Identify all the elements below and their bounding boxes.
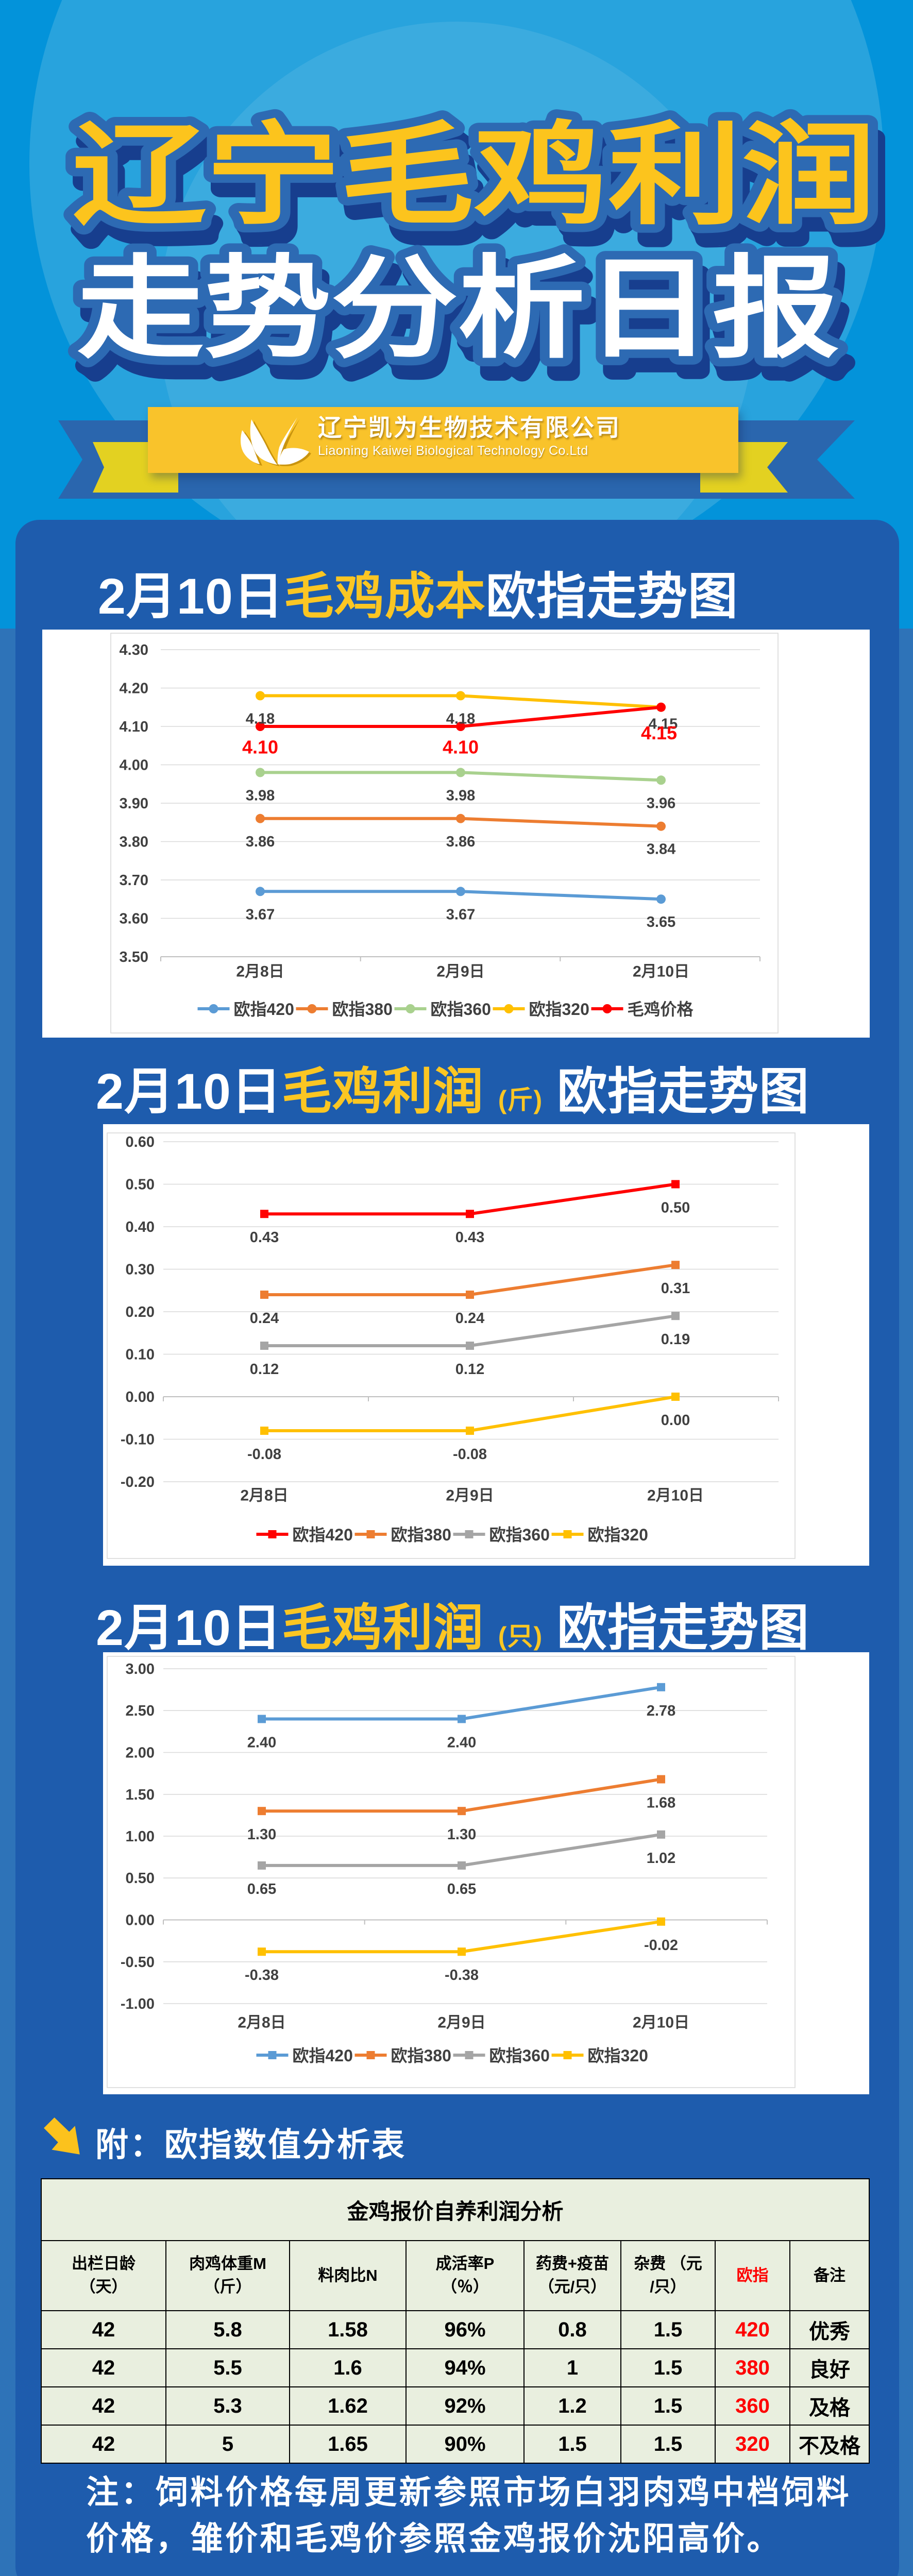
svg-text:走势分析日报: 走势分析日报 bbox=[84, 261, 847, 385]
svg-text:3.60: 3.60 bbox=[120, 911, 148, 927]
svg-text:2月9日: 2月9日 bbox=[436, 963, 484, 980]
svg-text:毛鸡价格: 毛鸡价格 bbox=[628, 1000, 694, 1019]
svg-text:0.30: 0.30 bbox=[126, 1262, 155, 1278]
svg-text:-1.00: -1.00 bbox=[121, 1996, 155, 2012]
svg-text:2.78: 2.78 bbox=[647, 1703, 675, 1719]
svg-text:欧指380: 欧指380 bbox=[391, 2046, 451, 2065]
svg-text:2月9日: 2月9日 bbox=[437, 2014, 485, 2031]
svg-text:-0.08: -0.08 bbox=[453, 1446, 487, 1463]
svg-text:3.86: 3.86 bbox=[446, 834, 475, 850]
svg-text:2月8日: 2月8日 bbox=[236, 963, 284, 980]
svg-text:1.30: 1.30 bbox=[247, 1826, 276, 1843]
svg-text:3.80: 3.80 bbox=[120, 834, 148, 851]
svg-text:辽宁毛鸡利润: 辽宁毛鸡利润 bbox=[72, 113, 876, 238]
svg-text:3.70: 3.70 bbox=[120, 872, 148, 889]
svg-text:0.20: 0.20 bbox=[126, 1304, 155, 1320]
svg-text:0.50: 0.50 bbox=[126, 1177, 155, 1193]
svg-text:4.20: 4.20 bbox=[120, 681, 148, 697]
svg-text:2.40: 2.40 bbox=[447, 1735, 476, 1751]
svg-text:0.24: 0.24 bbox=[250, 1310, 279, 1327]
svg-text:4.10: 4.10 bbox=[120, 719, 148, 735]
svg-text:3.00: 3.00 bbox=[126, 1661, 155, 1677]
svg-text:1.68: 1.68 bbox=[647, 1795, 675, 1811]
svg-text:3.90: 3.90 bbox=[120, 795, 148, 812]
svg-text:4.15: 4.15 bbox=[649, 716, 678, 733]
svg-text:-0.10: -0.10 bbox=[121, 1432, 155, 1448]
svg-text:欧指320: 欧指320 bbox=[529, 1000, 589, 1019]
svg-text:0.50: 0.50 bbox=[126, 1870, 155, 1887]
svg-text:4.15: 4.15 bbox=[641, 722, 677, 743]
svg-text:欧指360: 欧指360 bbox=[431, 1000, 491, 1019]
svg-text:4.10: 4.10 bbox=[443, 737, 479, 758]
svg-text:3.65: 3.65 bbox=[647, 914, 675, 930]
svg-text:4.18: 4.18 bbox=[446, 710, 475, 727]
svg-text:3.84: 3.84 bbox=[647, 841, 675, 858]
svg-text:-0.50: -0.50 bbox=[121, 1954, 155, 1971]
svg-text:3.98: 3.98 bbox=[446, 787, 475, 804]
svg-text:2月10日: 2月10日 bbox=[647, 1487, 704, 1504]
svg-text:欧指320: 欧指320 bbox=[588, 2046, 648, 2065]
svg-text:2月8日: 2月8日 bbox=[240, 1487, 288, 1504]
svg-text:-0.20: -0.20 bbox=[121, 1474, 155, 1490]
svg-text:-0.38: -0.38 bbox=[245, 1967, 279, 1984]
svg-text:0.60: 0.60 bbox=[126, 1134, 155, 1150]
svg-text:0.12: 0.12 bbox=[455, 1361, 484, 1378]
svg-text:欧指380: 欧指380 bbox=[332, 1000, 393, 1019]
svg-text:欧指420: 欧指420 bbox=[293, 1526, 353, 1544]
svg-text:3.67: 3.67 bbox=[246, 906, 275, 923]
svg-text:2.50: 2.50 bbox=[126, 1703, 155, 1719]
svg-text:-0.38: -0.38 bbox=[445, 1967, 479, 1984]
svg-text:2.40: 2.40 bbox=[247, 1735, 276, 1751]
svg-text:0.00: 0.00 bbox=[661, 1412, 690, 1429]
svg-text:0.31: 0.31 bbox=[661, 1280, 690, 1297]
svg-text:0.24: 0.24 bbox=[455, 1310, 484, 1327]
svg-text:0.12: 0.12 bbox=[250, 1361, 279, 1378]
svg-text:3.98: 3.98 bbox=[246, 787, 275, 804]
svg-text:0.50: 0.50 bbox=[661, 1200, 690, 1216]
svg-text:欧指420: 欧指420 bbox=[293, 2046, 353, 2065]
svg-text:-0.02: -0.02 bbox=[644, 1937, 678, 1954]
svg-text:欧指360: 欧指360 bbox=[489, 1526, 550, 1544]
svg-text:欧指380: 欧指380 bbox=[391, 1526, 451, 1544]
svg-text:1.50: 1.50 bbox=[126, 1787, 155, 1803]
svg-text:1.00: 1.00 bbox=[126, 1828, 155, 1845]
svg-text:4.30: 4.30 bbox=[120, 642, 148, 658]
svg-text:0.65: 0.65 bbox=[447, 1881, 476, 1897]
svg-text:0.00: 0.00 bbox=[126, 1389, 155, 1405]
svg-text:3.86: 3.86 bbox=[246, 834, 275, 850]
svg-text:2月9日: 2月9日 bbox=[446, 1487, 494, 1504]
svg-text:辽宁毛鸡利润: 辽宁毛鸡利润 bbox=[79, 128, 883, 252]
svg-text:走势分析日报: 走势分析日报 bbox=[77, 247, 839, 371]
svg-text:4.00: 4.00 bbox=[120, 757, 148, 774]
svg-text:3.67: 3.67 bbox=[446, 906, 475, 923]
svg-text:2月10日: 2月10日 bbox=[633, 963, 689, 980]
svg-text:欧指360: 欧指360 bbox=[489, 2046, 550, 2065]
svg-text:2月10日: 2月10日 bbox=[633, 2014, 689, 2031]
svg-text:0.19: 0.19 bbox=[661, 1331, 690, 1348]
svg-text:0.43: 0.43 bbox=[250, 1229, 279, 1246]
svg-text:0.40: 0.40 bbox=[126, 1219, 155, 1235]
svg-text:-0.08: -0.08 bbox=[247, 1446, 281, 1463]
svg-text:0.65: 0.65 bbox=[247, 1881, 276, 1897]
svg-text:0.43: 0.43 bbox=[455, 1229, 484, 1246]
svg-text:4.10: 4.10 bbox=[242, 737, 278, 758]
svg-text:2月8日: 2月8日 bbox=[238, 2014, 285, 2031]
svg-text:3.50: 3.50 bbox=[120, 949, 148, 965]
svg-text:4.18: 4.18 bbox=[246, 710, 275, 727]
svg-text:欧指420: 欧指420 bbox=[234, 1000, 294, 1019]
svg-text:0.10: 0.10 bbox=[126, 1347, 155, 1363]
svg-text:0.00: 0.00 bbox=[126, 1912, 155, 1929]
svg-text:1.30: 1.30 bbox=[447, 1826, 476, 1843]
svg-text:2.00: 2.00 bbox=[126, 1745, 155, 1761]
svg-text:3.96: 3.96 bbox=[647, 795, 675, 811]
svg-text:1.02: 1.02 bbox=[647, 1850, 675, 1867]
svg-text:欧指320: 欧指320 bbox=[588, 1526, 648, 1544]
